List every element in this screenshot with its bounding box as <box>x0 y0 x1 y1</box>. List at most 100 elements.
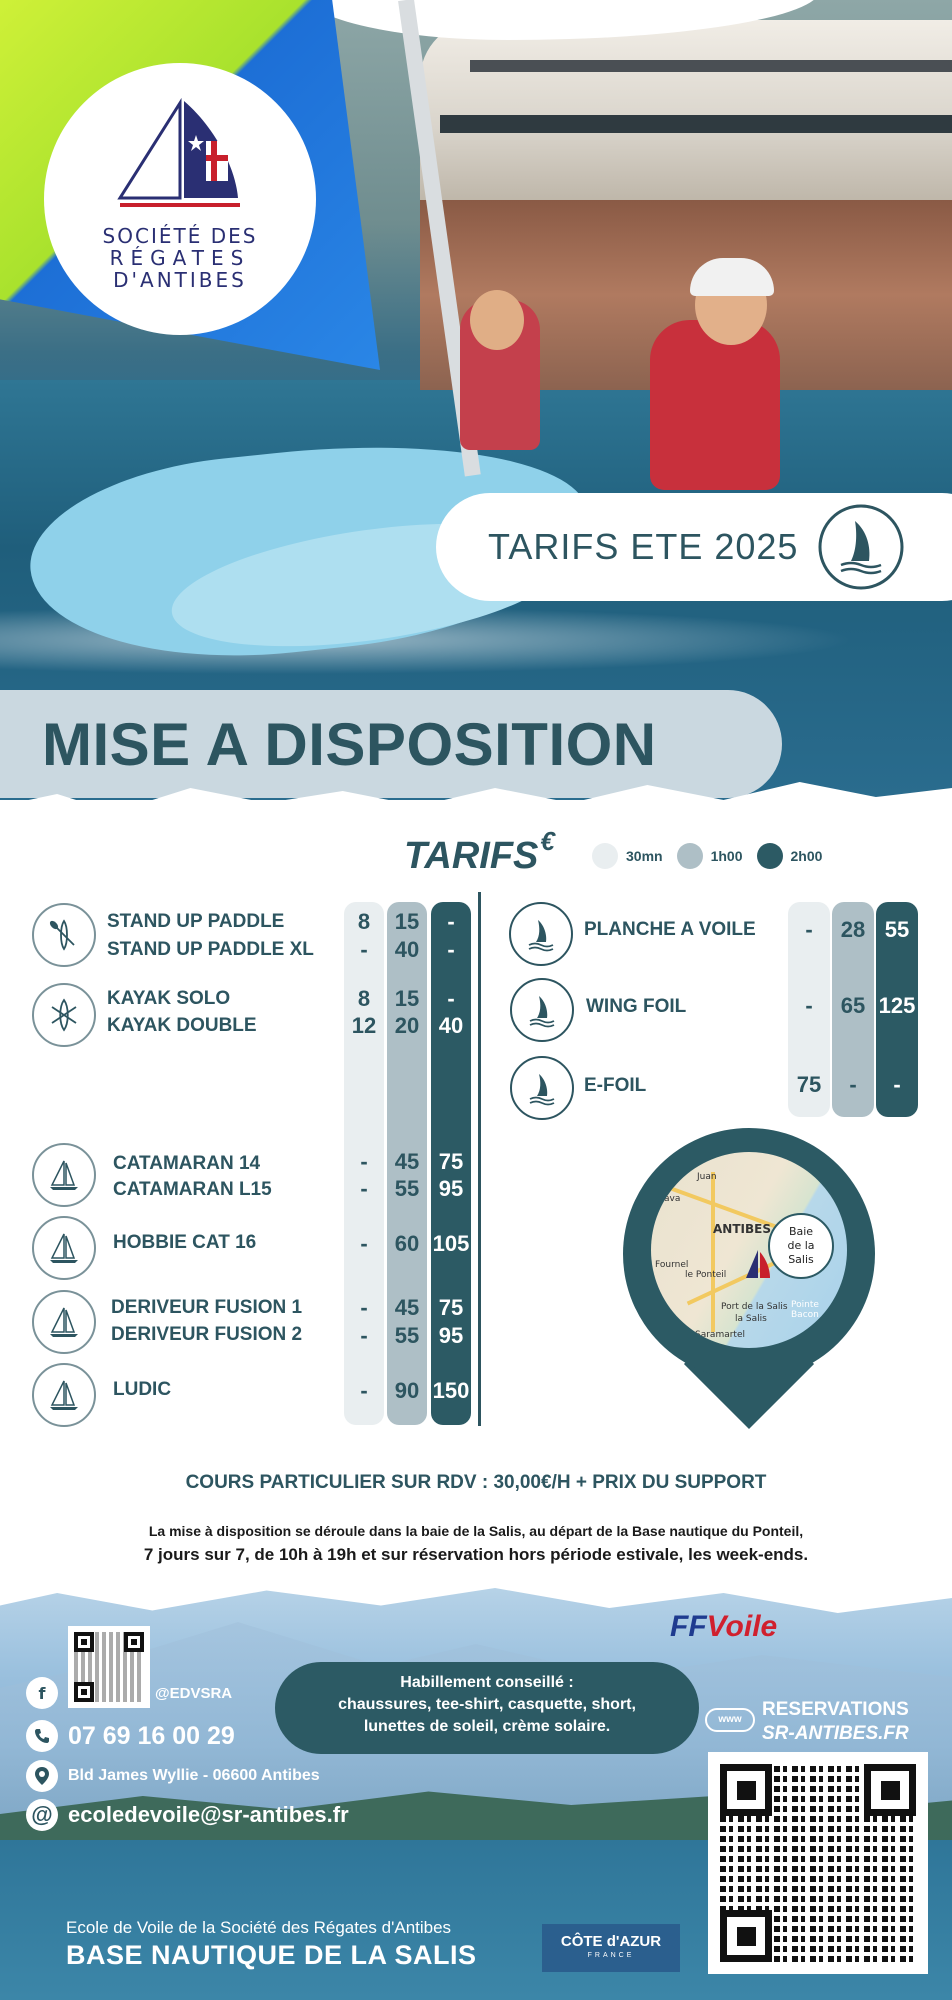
column-divider <box>478 892 481 1426</box>
legend-item-2h00: 2h00 <box>756 843 823 869</box>
map-label: Saramartel <box>695 1330 745 1340</box>
price-1h00: 90 <box>394 1378 420 1403</box>
bubble-line: Salis <box>788 1253 814 1266</box>
price-2h00: 125 <box>878 993 916 1018</box>
sailboat-icon <box>50 1380 78 1410</box>
qr-eye <box>720 1764 772 1816</box>
price-30mn: - <box>360 1176 368 1201</box>
kayak-badge <box>32 983 96 1047</box>
row-label: WING FOIL <box>586 996 687 1017</box>
windsurf-icon <box>818 504 904 590</box>
price-2h00: 150 <box>432 1378 470 1403</box>
qr-eye <box>74 1632 94 1652</box>
row-label: CATAMARAN L15 <box>113 1179 272 1200</box>
phone-icon <box>26 1720 58 1752</box>
windsurf-badge <box>817 503 905 596</box>
reservations-link[interactable]: RESERVATIONS SR-ANTIBES.FR <box>762 1698 909 1746</box>
price-2h00: 55 <box>884 917 910 942</box>
clothing-advice-line: chaussures, tee-shirt, casquette, short, <box>338 1696 636 1713</box>
price-2h00: 75 <box>438 1295 464 1320</box>
price-30mn: - <box>360 1378 368 1403</box>
price-2h00: - <box>447 986 455 1011</box>
facebook-link[interactable]: f <box>26 1677 58 1709</box>
price-column-1h00 <box>387 902 427 1425</box>
price-30mn: 75 <box>796 1072 822 1097</box>
map-label: Port de la Salis <box>721 1302 788 1312</box>
address-text: Bld James Wyllie - 06600 Antibes <box>68 1767 320 1784</box>
web-icon: www <box>705 1708 755 1732</box>
price-2h00: 95 <box>438 1323 464 1348</box>
legend-label: 2h00 <box>790 848 823 864</box>
location-pin-icon <box>26 1760 58 1792</box>
base-name: BASE NAUTIQUE DE LA SALIS <box>66 1940 477 1970</box>
hobbie-cat-badge <box>32 1216 96 1280</box>
facebook-icon: f <box>26 1677 58 1709</box>
price-1h00: 45 <box>394 1149 420 1174</box>
map-label: Juan <box>697 1172 717 1182</box>
sailor-cap <box>690 258 774 296</box>
reservation-qr-code[interactable] <box>708 1752 928 1974</box>
row-label: STAND UP PADDLE <box>107 911 285 932</box>
price-2h00: 95 <box>438 1176 464 1201</box>
price-30mn: - <box>360 1231 368 1256</box>
e-foil-badge <box>510 1056 574 1120</box>
bubble-line: Baie <box>788 1225 814 1238</box>
kayak-icon <box>51 998 77 1032</box>
price-1h00: 65 <box>840 993 866 1018</box>
club-logo: SOCIÉTÉ DES RÉGATES D'ANTIBES <box>44 63 316 335</box>
salis-bay-bubble: Baie de la Salis <box>768 1213 834 1279</box>
price-2h00: - <box>447 937 455 962</box>
club-name: SOCIÉTÉ DES RÉGATES D'ANTIBES <box>103 225 258 291</box>
price-1h00: 20 <box>394 1013 420 1038</box>
clothing-advice-line: lunettes de soleil, crème solaire. <box>363 1718 611 1735</box>
legend-dot <box>676 843 703 869</box>
row-label: KAYAK SOLO <box>107 988 231 1009</box>
club-location-marker-icon <box>746 1250 770 1278</box>
yacht-background <box>420 20 952 200</box>
price-1h00: 55 <box>394 1176 420 1201</box>
price-1h00: 15 <box>394 986 420 1011</box>
phone-contact[interactable]: 07 69 16 00 29 <box>26 1720 235 1752</box>
sailboat-logo-icon <box>117 97 240 207</box>
email-address: ecoledevoile@sr-antibes.fr <box>68 1802 349 1827</box>
section-title: MISE A DISPOSITION <box>42 710 657 778</box>
price-column-2h00 <box>431 902 471 1425</box>
windsurf-icon <box>529 1074 555 1106</box>
location-map-pin: Juan Lava ANTIBES Fournel le Ponteil Por… <box>623 1128 875 1430</box>
price-1h00: 60 <box>394 1231 420 1256</box>
sailboat-icon <box>50 1233 78 1263</box>
sailor-child-head <box>470 290 524 350</box>
map-label: Pointe Bacon <box>791 1300 819 1320</box>
map-label: Fournel <box>655 1260 689 1270</box>
reservations-label: RESERVATIONS <box>762 1699 909 1720</box>
price-2h00: 105 <box>432 1231 470 1256</box>
ff-voile-logo-part: FF <box>670 1610 707 1643</box>
row-label: PLANCHE A VOILE <box>584 919 756 940</box>
price-2h00: 40 <box>438 1013 464 1038</box>
deriveur-badge <box>32 1290 96 1354</box>
price-2h00: - <box>893 1072 901 1097</box>
price-30mn: - <box>360 1295 368 1320</box>
price-30mn: 8 <box>357 909 371 934</box>
yacht-window-band <box>470 60 952 72</box>
price-1h00: 55 <box>394 1323 420 1348</box>
price-column-30mn <box>788 902 830 1117</box>
cote-azur-logo-title: CÔTE d'AZUR <box>560 1933 662 1950</box>
duration-legend: 30mn 1h00 2h00 <box>592 843 828 869</box>
legend-dot <box>756 843 783 869</box>
price-30mn: - <box>360 1323 368 1348</box>
season-title: TARIFS ETE 2025 <box>488 526 799 567</box>
row-label: HOBBIE CAT 16 <box>113 1232 257 1253</box>
qr-eye <box>720 1910 772 1962</box>
price-30mn: - <box>805 917 813 942</box>
social-qr-code[interactable] <box>68 1626 150 1708</box>
address-line: Bld James Wyllie - 06600 Antibes <box>26 1760 320 1792</box>
club-name-line: D'ANTIBES <box>113 268 247 292</box>
email-contact[interactable]: @ ecoledevoile@sr-antibes.fr <box>26 1799 349 1831</box>
torn-paper-edge <box>0 1580 952 1613</box>
map-city-label: ANTIBES <box>713 1222 771 1236</box>
row-label: STAND UP PADDLE XL <box>107 939 314 960</box>
reservations-url: SR-ANTIBES.FR <box>762 1723 909 1744</box>
map-label: le Ponteil <box>685 1270 727 1280</box>
social-handle[interactable]: @EDVSRA <box>155 1685 233 1702</box>
